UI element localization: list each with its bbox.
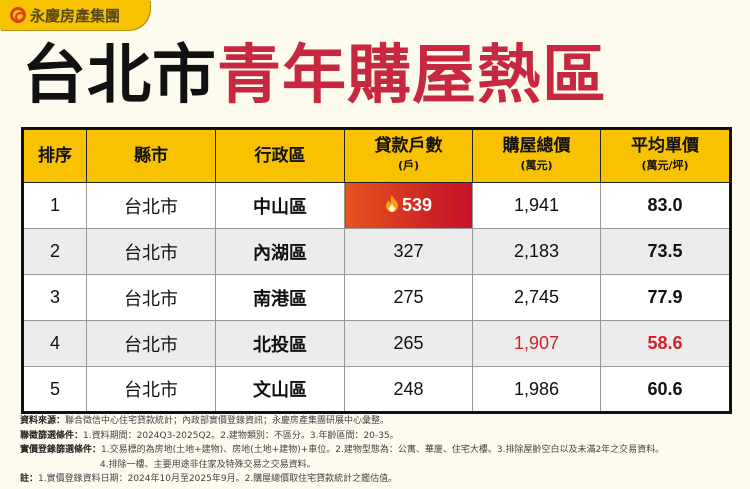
cell-rank: 2 xyxy=(22,228,87,275)
cell-city: 台北市 xyxy=(86,228,216,275)
cell-loans: 327 xyxy=(344,228,473,275)
cell-rank: 5 xyxy=(22,366,87,413)
cell-district: 南港區 xyxy=(215,274,345,321)
cell-total-price: 1,986 xyxy=(472,366,601,413)
cell-rank: 4 xyxy=(22,320,87,367)
cell-loans: 248 xyxy=(344,366,473,413)
cell-city: 台北市 xyxy=(86,182,216,229)
table-row: 2 台北市 內湖區 327 2,183 73.5 xyxy=(22,228,731,275)
brand-name: 永慶房產集團 xyxy=(30,6,121,25)
cell-rank: 1 xyxy=(22,182,87,229)
footnotes: 資料來源：聯合徵信中心住宅貸款統計；內政部實價登錄資訊；永慶房產集團研展中心彙整… xyxy=(20,414,740,487)
cell-district: 中山區 xyxy=(215,182,345,229)
flame-icon xyxy=(385,195,398,212)
cell-unit-price: 83.0 xyxy=(600,182,731,229)
cell-city: 台北市 xyxy=(86,320,216,367)
header-total-price: 購屋總價 (萬元) xyxy=(472,128,601,183)
cell-total-price: 2,745 xyxy=(472,274,601,321)
page-title: 台北市青年購屋熱區 xyxy=(22,36,607,116)
header-district: 行政區 xyxy=(215,128,345,183)
note-source: 資料來源：聯合徵信中心住宅貸款統計；內政部實價登錄資訊；永慶房產集團研展中心彙整… xyxy=(20,416,390,426)
brand-tab: 永慶房產集團 xyxy=(0,0,150,30)
header-loans: 貸款戶數 (戶) xyxy=(344,128,473,183)
cell-total-price: 1,941 xyxy=(472,182,601,229)
loans-value: 539 xyxy=(401,195,433,215)
cell-unit-price-highlight: 58.6 xyxy=(600,320,731,367)
header-unit-price: 平均單價 (萬元/坪) xyxy=(600,128,731,183)
cell-total-price: 2,183 xyxy=(472,228,601,275)
table-row: 3 台北市 南港區 275 2,745 77.9 xyxy=(22,274,731,321)
cell-unit-price: 60.6 xyxy=(600,366,731,413)
cell-unit-price: 77.9 xyxy=(600,274,731,321)
cell-loans-hot: 539 xyxy=(344,182,473,229)
cell-unit-price: 73.5 xyxy=(600,228,731,275)
cell-rank: 3 xyxy=(22,274,87,321)
note-registry-filter-cont: 4.排除一樓、主要用途非住家及特殊交易之交易資料。 xyxy=(100,459,316,470)
cell-city: 台北市 xyxy=(86,366,216,413)
note-remark: 註：1.實價登錄資料日期：2024年10月至2025年9月。2.購屋總價取住宅貸… xyxy=(20,474,398,484)
cell-district: 內湖區 xyxy=(215,228,345,275)
cell-city: 台北市 xyxy=(86,274,216,321)
table-row: 5 台北市 文山區 248 1,986 60.6 xyxy=(22,366,731,413)
table-row: 4 台北市 北投區 265 1,907 58.6 xyxy=(22,320,731,367)
table-row: 1 台北市 中山區 539 1,941 83.0 xyxy=(22,182,731,229)
table-header-row: 排序 縣市 行政區 貸款戶數 (戶) 購屋總價 (萬元) 平均單價 (萬元/坪) xyxy=(22,128,731,183)
yungching-logo-icon xyxy=(10,7,26,23)
note-registry-filter: 實價登錄篩選條件：1.交易標的為房地(土地+建物)、房地(土地+建物)+車位。2… xyxy=(20,445,665,455)
cell-loans: 265 xyxy=(344,320,473,367)
title-topic: 青年購屋熱區 xyxy=(217,39,607,113)
title-city: 台北市 xyxy=(22,39,217,113)
header-rank: 排序 xyxy=(22,128,87,183)
cell-total-price-highlight: 1,907 xyxy=(472,320,601,367)
ranking-table: 排序 縣市 行政區 貸款戶數 (戶) 購屋總價 (萬元) 平均單價 (萬元/坪) 1 … xyxy=(21,127,732,414)
cell-district: 文山區 xyxy=(215,366,345,413)
cell-district: 北投區 xyxy=(215,320,345,367)
cell-loans: 275 xyxy=(344,274,473,321)
note-jcic-filter: 聯徵篩選條件：1.資料期間：2024Q3-2025Q2。2.建物類別：不區分。3… xyxy=(20,430,399,441)
header-city: 縣市 xyxy=(86,128,216,183)
